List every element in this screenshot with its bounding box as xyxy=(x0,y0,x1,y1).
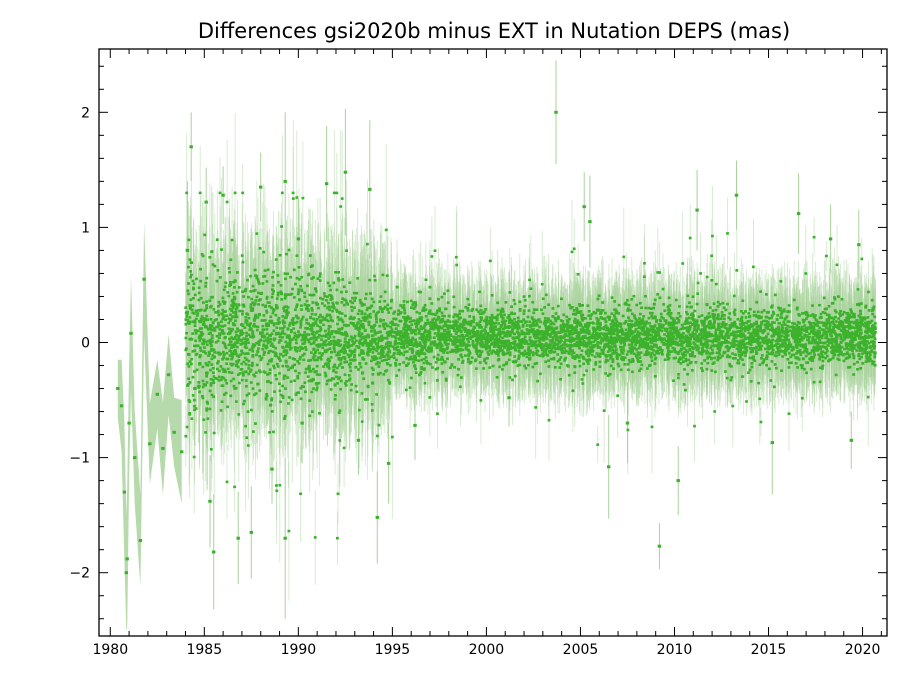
chart-title: Differences gsi2020b minus EXT in Nutati… xyxy=(198,19,790,43)
early-error-band xyxy=(117,221,182,631)
